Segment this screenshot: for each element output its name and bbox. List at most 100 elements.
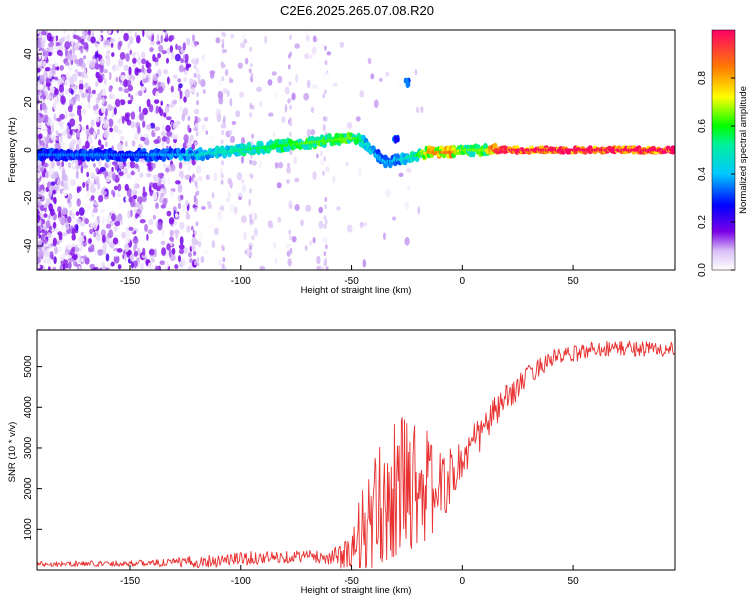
noise-cell [64,134,68,141]
noise-cell [284,104,288,113]
x-tick-label: 50 [568,576,580,587]
noise-cell [325,166,330,173]
noise-cell [176,45,182,51]
noise-cell [195,240,199,246]
noise-cell [52,197,57,203]
noise-cell [88,101,91,109]
noise-cell [38,133,43,139]
noise-cell [240,42,246,49]
noise-cell [111,213,116,222]
noise-cell [56,117,62,122]
noise-cell [159,196,163,204]
noise-cell [385,188,391,198]
noise-cell [98,194,104,203]
noise-cell [71,233,76,241]
noise-cell [127,210,131,219]
noise-cell [139,172,144,178]
noise-cell [134,177,141,184]
noise-cell [83,255,87,260]
noise-cell [95,81,98,88]
noise-cell [313,66,320,74]
noise-cell [324,197,328,202]
noise-cell [105,223,112,229]
noise-cell [103,129,110,139]
noise-cell [271,71,277,76]
noise-cell [65,263,69,269]
x-tick-label: -100 [231,576,251,587]
noise-cell [160,100,163,106]
noise-cell [281,116,286,123]
noise-cell [40,189,44,196]
noise-cell [82,164,89,169]
noise-cell [152,214,157,220]
spectrogram-x-label: Height of straight line (km) [301,285,412,296]
noise-cell [74,42,80,51]
noise-cell [136,68,142,73]
ridge-cell [492,142,498,150]
noise-cell [101,96,105,105]
noise-cell [62,263,66,270]
noise-cell [157,221,163,231]
noise-cell [55,226,59,233]
noise-cell [124,243,129,253]
noise-cell [141,237,146,244]
noise-cell [69,118,76,127]
noise-cell [127,42,131,50]
noise-cell [124,183,129,192]
noise-cell [99,116,105,123]
noise-cell [65,61,70,66]
noise-cell [85,124,90,131]
noise-cell [183,134,189,142]
noise-cell [75,211,80,216]
noise-cell [121,115,125,124]
noise-cell [240,215,247,223]
noise-cell [37,89,40,95]
noise-cell [42,264,46,270]
noise-cell [80,258,84,263]
noise-cell [187,265,193,270]
noise-cell [43,71,49,78]
noise-cell [324,45,327,51]
noise-cell [316,255,321,265]
noise-cell [322,93,326,99]
noise-cell [41,170,47,179]
noise-cell [81,71,85,79]
noise-cell [316,265,322,270]
noise-cell [72,46,75,55]
noise-cell [220,93,224,99]
noise-cell [161,50,167,55]
noise-cell [37,139,40,145]
y-tick-label: 0 [23,147,34,153]
noise-cell [132,237,139,244]
x-tick-label: 0 [460,576,466,587]
noise-cell [127,174,131,179]
noise-cell [116,193,121,198]
noise-cell [58,84,65,93]
noise-cell [94,51,99,59]
noise-cell [155,222,159,227]
noise-cell [87,178,91,184]
noise-cell [67,133,72,140]
noise-cell [174,53,181,62]
noise-cell [274,162,279,169]
noise-cell [224,68,229,77]
noise-cell [63,30,67,35]
noise-cell [169,45,173,53]
noise-cell [72,253,78,261]
noise-cell [91,30,94,39]
noise-cell [65,47,68,57]
noise-cell [155,265,161,270]
ridge-cell [514,145,520,150]
noise-cell [40,211,44,218]
noise-cell [141,51,146,59]
noise-cell [192,250,197,256]
noise-cell [168,34,175,41]
noise-cell [110,42,114,48]
noise-cell [172,206,177,212]
noise-cell [284,86,290,95]
noise-cell [118,86,123,92]
noise-cell [61,75,65,81]
noise-cell [54,142,60,149]
noise-cell [322,116,326,122]
noise-cell [120,30,125,33]
